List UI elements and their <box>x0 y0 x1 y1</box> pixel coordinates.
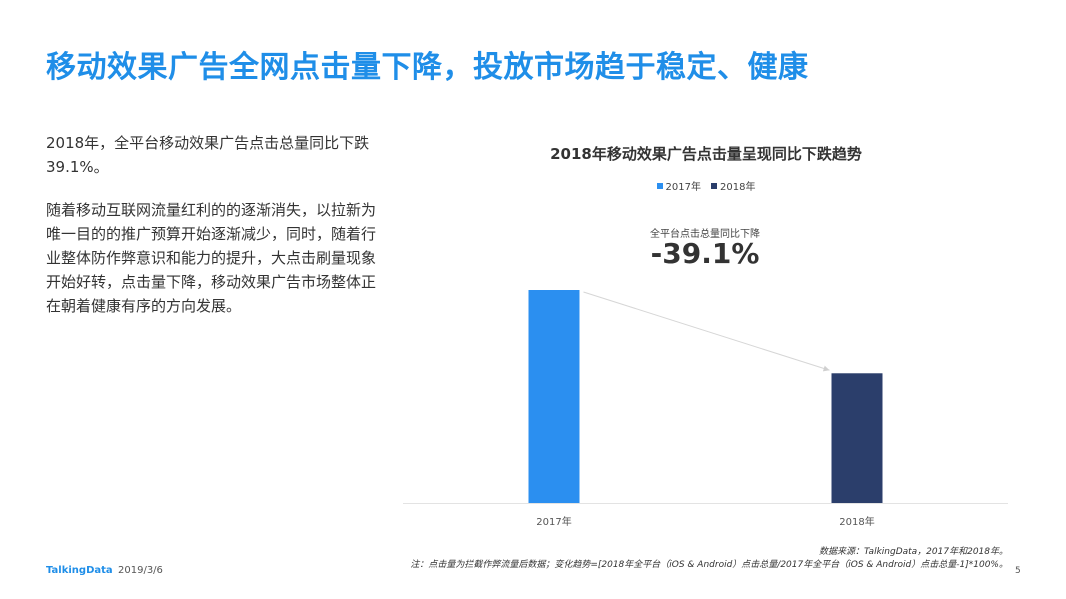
chart-title: 2018年移动效果广告点击量呈现同比下跌趋势 <box>550 145 862 163</box>
description-text: 2018年，全平台移动效果广告点击总量同比下跌39.1%。 随着移动互联网流量红… <box>46 131 386 337</box>
chart-legend: 2017年 2018年 <box>400 178 1012 193</box>
bar-2017年 <box>528 290 580 503</box>
footnote-line: 注：点击量为拦截作弊流量后数据；变化趋势=[2018年全平台（iOS & And… <box>410 560 1008 570</box>
page-title: 移动效果广告全网点击量下降，投放市场趋于稳定、健康 <box>46 50 809 85</box>
paragraph-summary: 2018年，全平台移动效果广告点击总量同比下跌39.1%。 <box>46 134 370 176</box>
page-number: 5 <box>1015 566 1021 576</box>
legend-swatch-2018 <box>711 182 717 189</box>
brand-logo: TalkingData <box>46 565 113 576</box>
footer-date: 2019/3/6 <box>118 565 163 576</box>
change-annotation-value: -39.1% <box>650 237 760 270</box>
legend-label-2018: 2018年 <box>720 182 756 193</box>
x-tick-label: 2018年 <box>839 515 874 528</box>
trend-arrow <box>583 291 830 372</box>
source-note: 数据来源：TalkingData，2017年和2018年。 注：点击量为拦截作弊… <box>410 546 1008 572</box>
source-line: 数据来源：TalkingData，2017年和2018年。 <box>819 547 1008 557</box>
paragraph-analysis: 随着移动互联网流量红利的的逐渐消失，以拉新为唯一目的的推广预算开始逐渐减少，同时… <box>46 201 377 315</box>
bar-2018年 <box>831 373 883 503</box>
x-tick-label: 2017年 <box>536 515 571 528</box>
legend-item-2018: 2018年 <box>711 178 755 193</box>
change-annotation-label: 全平台点击总量同比下降 <box>650 229 760 240</box>
legend-item-2017: 2017年 <box>656 178 701 193</box>
legend-label-2017: 2017年 <box>665 182 701 193</box>
legend-swatch-2017 <box>656 182 663 189</box>
